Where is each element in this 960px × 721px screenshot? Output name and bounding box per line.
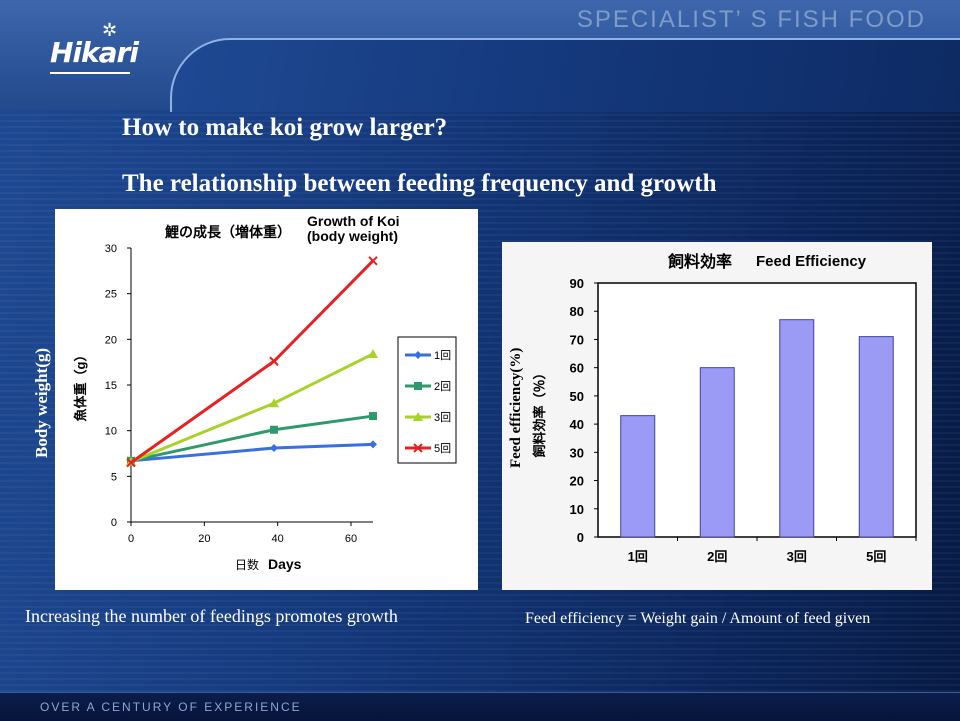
y-tick-label: 50 — [570, 389, 584, 404]
y-tick-label: 5 — [111, 471, 117, 483]
x-tick-label: 0 — [128, 533, 134, 545]
legend-box — [397, 336, 457, 464]
y-tick-label: 90 — [570, 276, 584, 291]
page-title: How to make koi grow larger? — [122, 114, 448, 141]
data-point-marker — [368, 256, 378, 266]
y-tick-label: 15 — [105, 380, 117, 392]
legend-marker — [413, 443, 423, 453]
x-tick-label: 20 — [198, 533, 210, 545]
y-tick-label: 10 — [105, 426, 117, 438]
growth-line-chart: 鯉の成長（増体重） Growth of Koi(body weight) 0 5 10 1… — [73, 213, 457, 572]
line-chart-title: 鯉の成長（増体重） — [165, 224, 291, 240]
y-axis-label: 魚体重（g） — [73, 349, 88, 422]
y-tick-label: 25 — [105, 289, 117, 301]
y-tick-label: 70 — [570, 332, 584, 347]
y-tick-label: 0 — [577, 530, 584, 545]
y-tick-label: 60 — [570, 361, 584, 376]
x-tick-label: 3回 — [787, 549, 807, 564]
efficiency-bar-chart: 飼料効率 Feed Efficiency 0 10 20 30 40 50 60 70 80 90 飼料… — [532, 252, 917, 564]
bar-2 — [699, 367, 735, 538]
y-tick-label: 20 — [105, 334, 117, 346]
line-chart-title-en-sub: (body weight) — [307, 228, 398, 244]
efficiency-chart-panel: 飼料効率 Feed Efficiency 0 10 20 30 40 50 60 70 80 90 飼料… — [502, 242, 932, 590]
legend-label: 2回 — [434, 380, 451, 393]
y-axis-label: 飼料効率（％） — [532, 366, 547, 458]
x-tick-label: 5回 — [866, 549, 886, 564]
feed-efficiency-side-label: Feed efficiency(%) — [508, 347, 524, 468]
header-curve — [170, 38, 960, 112]
data-point-marker — [270, 444, 278, 453]
x-axis-label-en: Days — [268, 556, 302, 572]
growth-chart-panel: 鯉の成長（増体重） Growth of Koi (body weight) 0 5 10 1… — [55, 209, 478, 590]
bar-chart-title-en: Feed Efficiency — [756, 253, 867, 270]
data-point-marker — [269, 398, 279, 408]
legend-marker — [414, 382, 422, 390]
legend-marker — [413, 412, 423, 421]
growth-caption: Increasing the number of feedings promot… — [25, 606, 398, 626]
efficiency-caption: Feed efficiency = Weight gain / Amount o… — [525, 610, 871, 627]
bar-4 — [858, 336, 894, 538]
bar-1 — [620, 415, 656, 538]
logo-emblem-icon: ✲ — [102, 20, 118, 40]
data-point-marker — [369, 440, 377, 449]
x-tick-label: 1回 — [628, 549, 648, 564]
y-tick-label: 80 — [570, 304, 584, 319]
data-point-marker — [369, 412, 377, 421]
y-tick-label: 30 — [570, 445, 584, 460]
y-tick-label: 10 — [570, 502, 584, 517]
x-tick-label: 60 — [345, 533, 357, 545]
y-tick-label: 0 — [111, 517, 117, 529]
x-axis-label: 日数 — [235, 557, 259, 572]
x-tick-label: 2回 — [707, 549, 727, 564]
body-weight-side-label: Body weight(g) — [32, 347, 51, 458]
series-line-4 — [130, 259, 375, 464]
line-chart-title-en: Growth of Koi — [307, 213, 400, 229]
x-tick-label: 40 — [272, 533, 284, 545]
footer-text: OVER A CENTURY OF EXPERIENCE — [40, 700, 302, 714]
data-point-marker — [126, 457, 136, 468]
data-point-marker — [269, 356, 279, 366]
page-subtitle: The relationship between feeding frequen… — [122, 170, 717, 197]
legend-marker — [414, 351, 422, 359]
legend-label: 1回 — [434, 349, 451, 362]
hikari-logo: ✲ Hikari — [50, 20, 139, 78]
y-tick-label: 30 — [105, 243, 117, 255]
y-tick-label: 20 — [570, 474, 584, 489]
tagline: SPECIALIST’ S FISH FOOD — [576, 6, 926, 33]
footer-bar — [0, 692, 960, 721]
logo-underline — [50, 72, 130, 74]
legend-label: 3回 — [434, 411, 451, 424]
data-point-marker — [270, 425, 278, 434]
y-tick-label: 40 — [570, 417, 584, 432]
legend-label: 5回 — [434, 442, 451, 455]
logo-text: Hikari — [50, 36, 139, 69]
bar-chart-title: 飼料効率 — [667, 252, 732, 271]
bar-3 — [779, 319, 815, 538]
data-point-marker — [368, 348, 378, 358]
